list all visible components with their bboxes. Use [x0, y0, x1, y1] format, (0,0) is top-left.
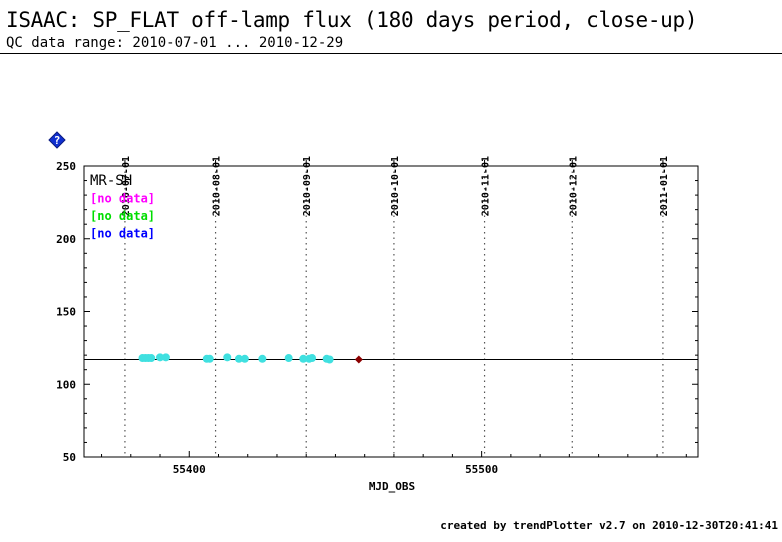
page-subtitle: QC data range: 2010-07-01 ... 2010-12-29: [6, 35, 344, 51]
top-date-label: 2011-01-01: [659, 156, 670, 216]
y-tick-label: 100: [56, 378, 76, 391]
axes-layer: 2010-07-01 2010-08-01 2010-09-01 2010-10-01…: [56, 156, 699, 476]
data-point: [325, 355, 334, 364]
data-point: [147, 354, 156, 363]
data-point: [284, 354, 293, 363]
data-point: [308, 354, 317, 363]
legend-entry: [no data]: [90, 209, 155, 223]
legend-entry: [no data]: [90, 192, 155, 206]
top-date-label: 2010-08-01: [212, 156, 223, 216]
points-layer: [138, 353, 363, 364]
data-point: [223, 353, 232, 362]
top-date-label: 2010-12-01: [568, 156, 579, 216]
diamond-question-icon[interactable]: ?: [48, 131, 66, 149]
top-date-label: 2010-11-01: [481, 156, 492, 216]
data-point-diamond: [354, 355, 363, 364]
top-date-label: 2010-09-01: [302, 156, 313, 216]
top-date-label: 2010-07-01: [121, 156, 132, 216]
grid-layer: [124, 166, 664, 457]
y-tick-label: 250: [56, 160, 76, 173]
x-tick-label: 55500: [465, 463, 498, 476]
y-tick-label: 150: [56, 306, 76, 319]
data-point: [240, 354, 249, 363]
data-point: [156, 353, 165, 362]
legend-entry: MR-SH: [90, 173, 132, 189]
data-point: [258, 354, 267, 363]
x-tick-label: 55400: [173, 463, 206, 476]
footer-credit: created by trendPlotter v2.7 on 2010-12-…: [440, 519, 778, 532]
legend-entry: [no data]: [90, 227, 155, 241]
data-point: [161, 353, 170, 362]
data-point: [205, 354, 214, 363]
y-tick-label: 200: [56, 233, 76, 246]
svg-text:?: ?: [54, 134, 61, 147]
data-point: [234, 354, 243, 363]
legend: MR-SH [no data] [no data] [no data]: [90, 173, 155, 241]
page-title: ISAAC: SP_FLAT off-lamp flux (180 days p…: [6, 8, 698, 32]
data-point: [299, 354, 308, 363]
top-date-label: 2010-10-01: [390, 156, 401, 216]
header-divider: [0, 53, 782, 54]
y-tick-label: 50: [63, 451, 76, 464]
x-axis-label: MJD_OBS: [369, 480, 415, 493]
